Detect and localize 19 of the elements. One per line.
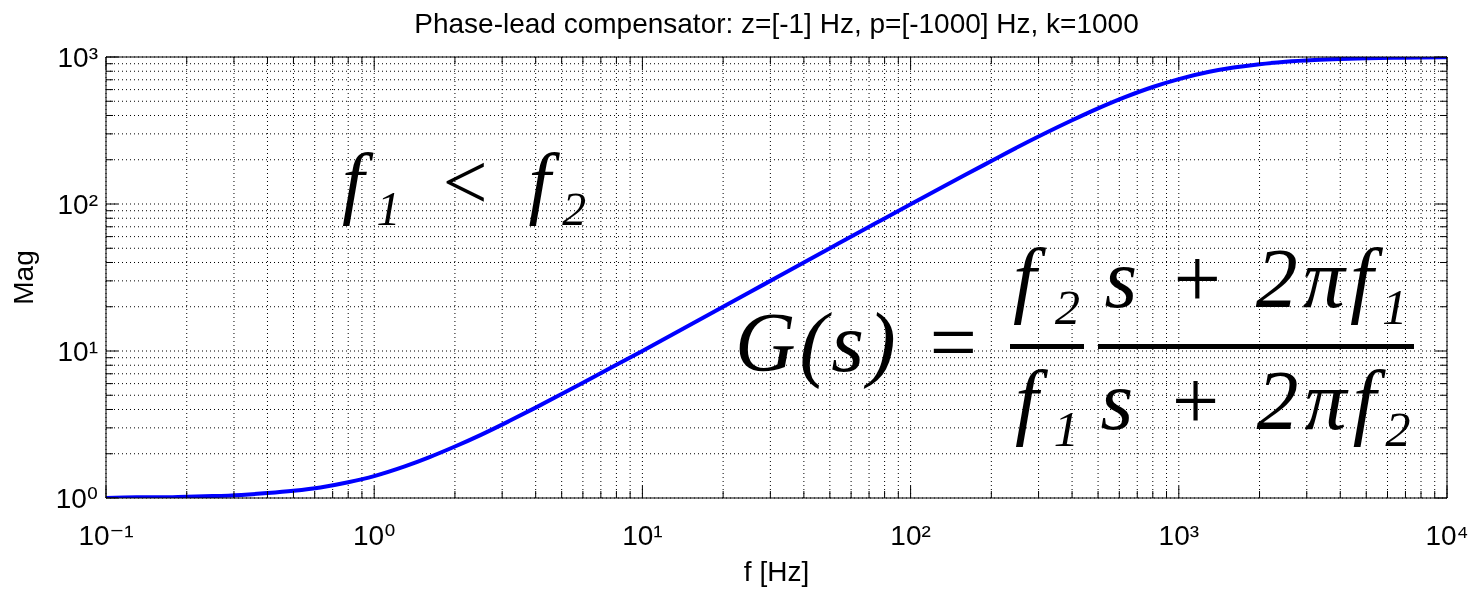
- y-tick-label: 10³: [57, 42, 98, 73]
- annotation: f₁ < f₂: [342, 138, 587, 226]
- x-tick-label: 10³: [1158, 520, 1200, 551]
- annotation: f₁: [1015, 354, 1079, 447]
- x-tick-label: 10¹: [622, 520, 663, 551]
- x-tick-label: 10⁰: [353, 520, 396, 551]
- chart-title: Phase-lead compensator: z=[-1] Hz, p=[-1000] Hz, k=1000: [414, 8, 1139, 39]
- annotation: s + 2πf₂: [1100, 354, 1412, 447]
- y-tick-label: 10¹: [57, 336, 98, 367]
- x-axis-title: f [Hz]: [743, 556, 810, 587]
- x-tick-label: 10⁻¹: [78, 520, 134, 551]
- x-tick-label: 10²: [890, 520, 931, 551]
- annotation: s + 2πf₁: [1104, 232, 1408, 325]
- annotation: f₂: [1013, 232, 1081, 325]
- y-axis-title: Mag: [8, 250, 39, 305]
- y-tick-label: 10⁰: [55, 483, 98, 514]
- x-tick-label: 10⁴: [1425, 520, 1469, 551]
- annotation: G(s) =: [735, 296, 981, 390]
- y-tick-label: 10²: [57, 189, 98, 220]
